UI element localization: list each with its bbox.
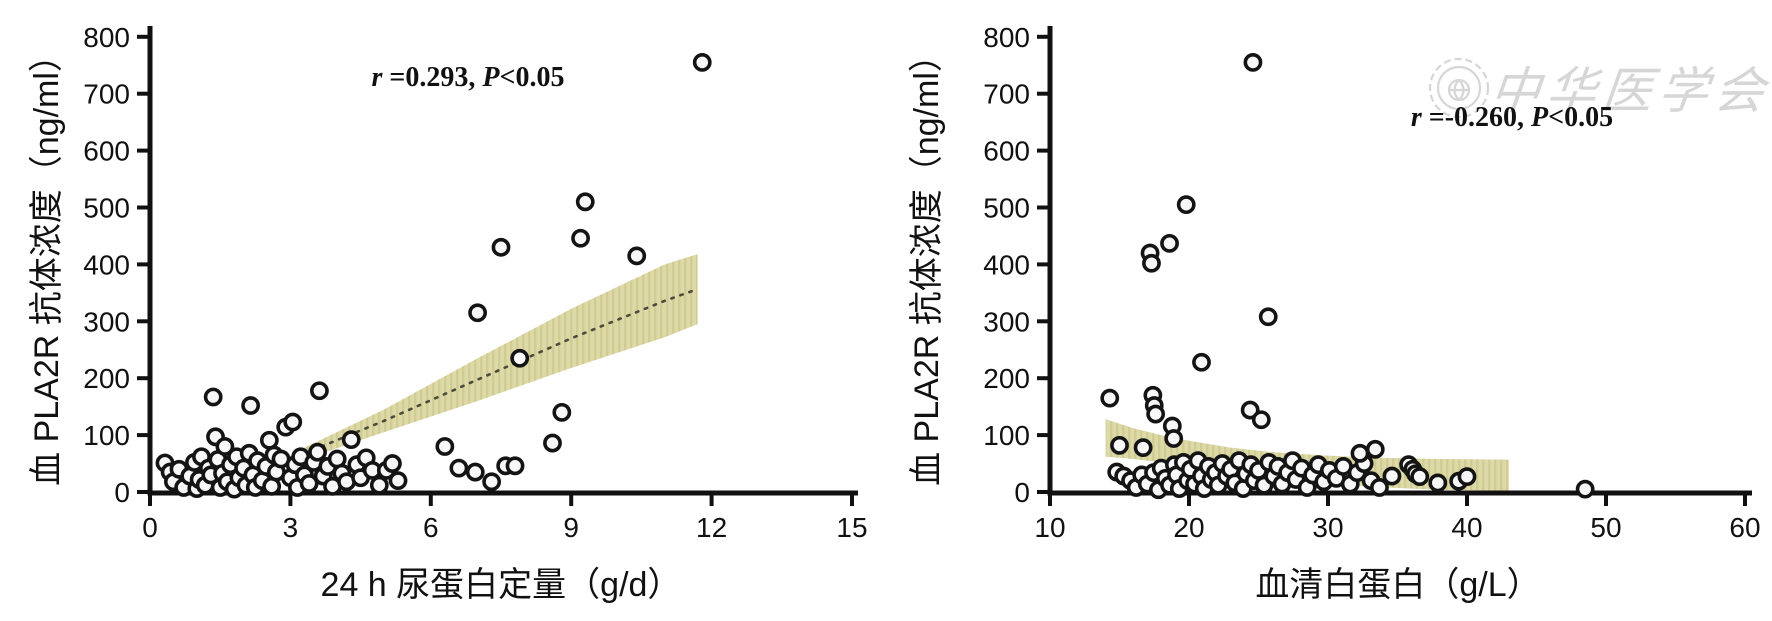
correlation-annotation: r =-0.260, P<0.05 [1411,102,1613,133]
data-point [1258,307,1278,327]
x-tick-label: 60 [1729,512,1760,543]
data-point [482,472,502,492]
data-point [1350,443,1370,463]
data-point [1251,410,1271,430]
data-point [310,381,329,401]
x-tick-label: 6 [423,512,439,543]
data-point [1428,473,1448,493]
data-point [341,430,361,450]
x-axis-title: 血清白蛋白（g/L） [1255,566,1540,604]
data-point [1243,53,1263,72]
watermark: 中华医学会 [1428,57,1772,119]
data-point [505,456,525,476]
y-axis-title: 血 PLA2R 抗体浓度（ng/ml） [28,38,66,486]
data-point [1142,253,1161,273]
data-point [552,402,572,422]
x-tick-label: 15 [836,512,867,543]
seal-outer-ring [1428,57,1490,119]
y-tick-label: 200 [983,363,1030,394]
data-point [283,412,303,432]
y-tick-label: 300 [83,306,130,337]
x-tick-label: 50 [1590,512,1621,543]
x-tick-label: 0 [142,512,158,543]
globe-seal-icon [1428,57,1490,119]
y-tick-label: 400 [983,249,1030,280]
data-point [435,437,455,456]
data-point [465,462,485,482]
data-point [1457,467,1477,487]
scatter-panel-left: 0 100 200 300 400 500 600 700 800 0 3 6 9 12 15 r =0.29… [28,22,868,604]
data-point [1410,467,1430,487]
data-point [1365,439,1385,459]
seal-globe-meridians [1449,79,1469,101]
data-point [241,396,261,415]
x-tick-label: 9 [563,512,579,543]
data-point [543,433,562,453]
y-tick-label: 700 [83,79,130,110]
data-point [1370,478,1389,497]
data-point [369,475,389,495]
y-tick-label: 500 [983,193,1030,224]
x-axis-title: 24 h 尿蛋白定量（g/d） [321,566,682,604]
data-point [1164,429,1184,448]
data-point [1133,438,1153,458]
y-tick-label: 0 [114,477,130,508]
x-tick-label: 40 [1451,512,1482,543]
scatter-panel-right: 0 100 200 300 400 500 600 700 800 10 20 30 40 50 60 r =… [908,22,1761,604]
data-point [491,237,511,257]
confidence-band [295,254,698,463]
y-tick-label: 800 [83,22,130,53]
x-tick-label: 3 [283,512,299,543]
data-point [203,387,223,407]
data-point [692,53,712,72]
watermark-text: 中华医学会 [1487,63,1772,119]
axes [147,26,858,496]
y-tick-label: 300 [983,306,1030,337]
y-tick-label: 700 [983,79,1030,110]
data-point [1110,435,1129,455]
data-point [449,458,469,478]
seal-inner-ring [1436,65,1482,111]
data-points [155,53,712,499]
data-point [299,474,319,493]
x-tick-label: 10 [1034,512,1065,543]
data-point [1100,388,1120,408]
y-tick-label: 600 [983,136,1030,167]
data-point [468,303,487,323]
data-point [383,454,402,473]
y-tick-label: 400 [83,249,130,280]
x-tick-label: 12 [696,512,727,543]
data-point [571,228,590,248]
x-tick-label: 20 [1173,512,1204,543]
data-point [308,442,327,462]
y-tick-label: 100 [983,420,1030,451]
data-points [1100,53,1595,500]
y-tick-label: 0 [1014,477,1030,508]
data-point [1146,404,1166,424]
data-point [259,430,279,450]
data-point [388,471,408,491]
correlation-annotation: r =0.293, P<0.05 [372,62,565,93]
data-point [1382,466,1402,486]
y-tick-label: 500 [83,193,130,224]
data-point [1192,352,1211,372]
y-tick-label: 100 [83,420,130,451]
data-point [627,246,647,266]
data-point [215,437,235,456]
data-point [575,192,595,212]
y-tick-label: 200 [83,363,130,394]
data-point [1575,479,1595,499]
data-point [510,348,530,368]
y-tick-label: 600 [83,136,130,167]
data-point [1176,195,1196,215]
data-point [1160,233,1179,253]
y-tick-label: 800 [983,22,1030,53]
x-tick-label: 30 [1312,512,1343,543]
y-axis-title: 血 PLA2R 抗体浓度（ng/ml） [908,38,946,486]
